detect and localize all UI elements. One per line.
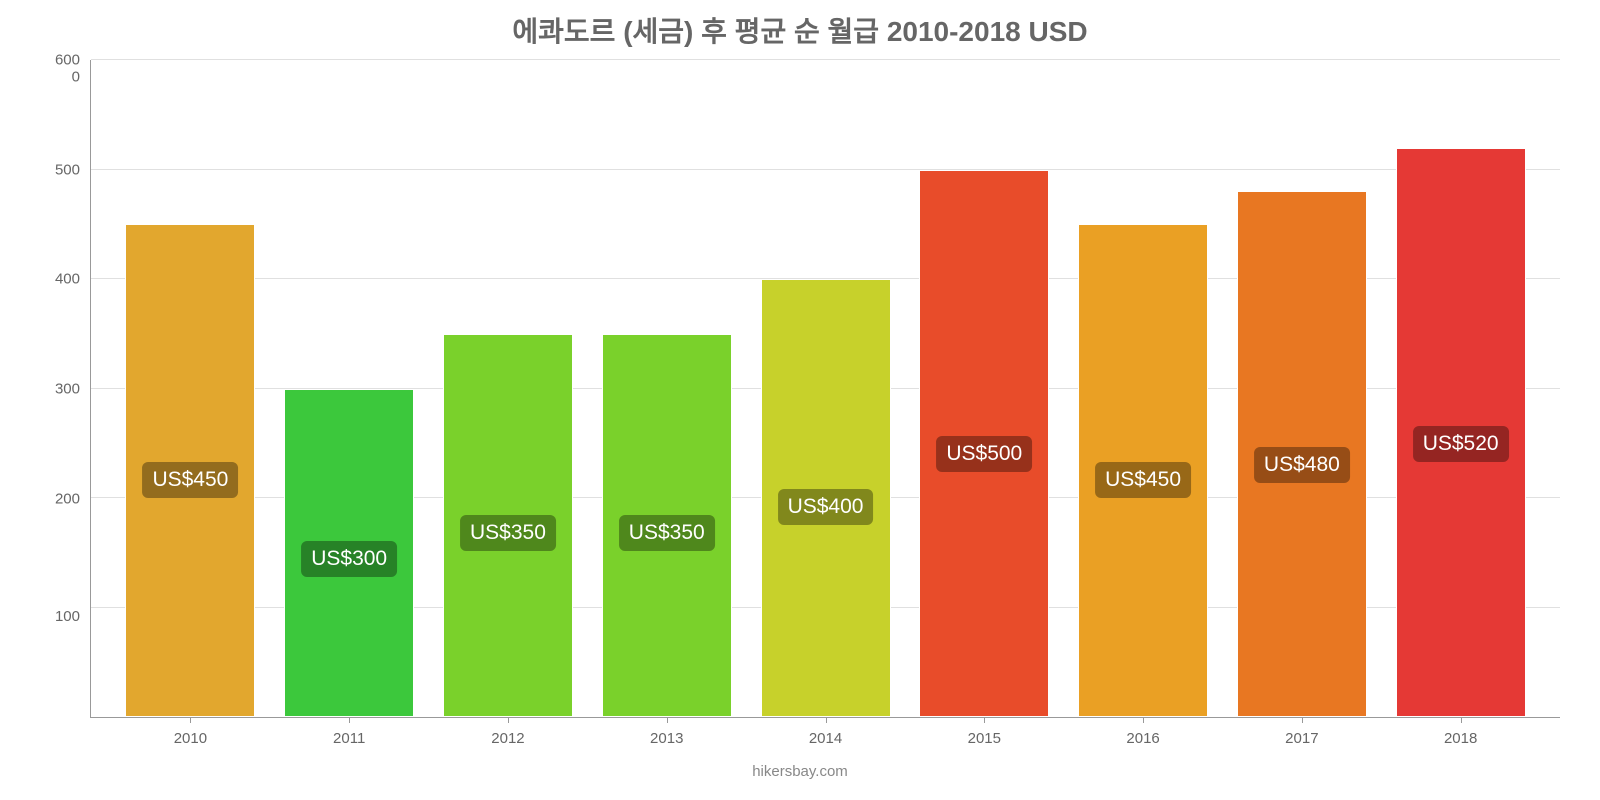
value-label: US$520 <box>1413 426 1509 462</box>
value-label: US$450 <box>142 462 238 498</box>
bar-group: US$4802017 <box>1222 60 1381 717</box>
bars-container: US$4502010US$3002011US$3502012US$3502013… <box>91 60 1560 717</box>
chart-title: 에콰도르 (세금) 후 평균 순 월급 2010-2018 USD <box>40 10 1560 50</box>
bar-group: US$5002015 <box>905 60 1064 717</box>
x-tick <box>826 717 827 723</box>
y-tick-0: 0 <box>72 69 80 86</box>
value-label: US$500 <box>936 436 1032 472</box>
chart-container: 0 100 200 300 400 500 600 US$4502010US$3… <box>40 60 1560 758</box>
x-axis-label: 2010 <box>174 730 207 747</box>
x-axis-label: 2014 <box>809 730 842 747</box>
footer-credit: hikersbay.com <box>40 763 1560 780</box>
x-tick <box>190 717 191 723</box>
value-label: US$450 <box>1095 462 1191 498</box>
y-tick-600: 600 <box>55 52 80 69</box>
y-tick-300: 300 <box>55 381 80 398</box>
bar-group: US$5202018 <box>1381 60 1540 717</box>
value-label: US$350 <box>619 515 715 551</box>
y-tick-200: 200 <box>55 490 80 507</box>
x-axis-label: 2015 <box>968 730 1001 747</box>
x-tick <box>1302 717 1303 723</box>
y-axis: 0 100 200 300 400 500 600 <box>40 60 90 758</box>
bar-group: US$4502010 <box>111 60 270 717</box>
x-tick <box>667 717 668 723</box>
value-label: US$300 <box>301 541 397 577</box>
x-axis-label: 2017 <box>1285 730 1318 747</box>
bar-group: US$3502013 <box>587 60 746 717</box>
bar-group: US$4002014 <box>746 60 905 717</box>
bar-group: US$3002011 <box>270 60 429 717</box>
value-label: US$480 <box>1254 447 1350 483</box>
plot-area: US$4502010US$3002011US$3502012US$3502013… <box>90 60 1560 718</box>
x-tick <box>1143 717 1144 723</box>
bar-group: US$3502012 <box>429 60 588 717</box>
x-axis-label: 2012 <box>491 730 524 747</box>
x-tick <box>984 717 985 723</box>
x-axis-label: 2013 <box>650 730 683 747</box>
x-axis-label: 2018 <box>1444 730 1477 747</box>
y-tick-400: 400 <box>55 271 80 288</box>
x-axis-label: 2016 <box>1126 730 1159 747</box>
x-tick <box>349 717 350 723</box>
value-label: US$400 <box>778 489 874 525</box>
value-label: US$350 <box>460 515 556 551</box>
x-axis-label: 2011 <box>333 730 365 747</box>
x-tick <box>508 717 509 723</box>
y-tick-500: 500 <box>55 161 80 178</box>
x-tick <box>1461 717 1462 723</box>
bar-group: US$4502016 <box>1064 60 1223 717</box>
